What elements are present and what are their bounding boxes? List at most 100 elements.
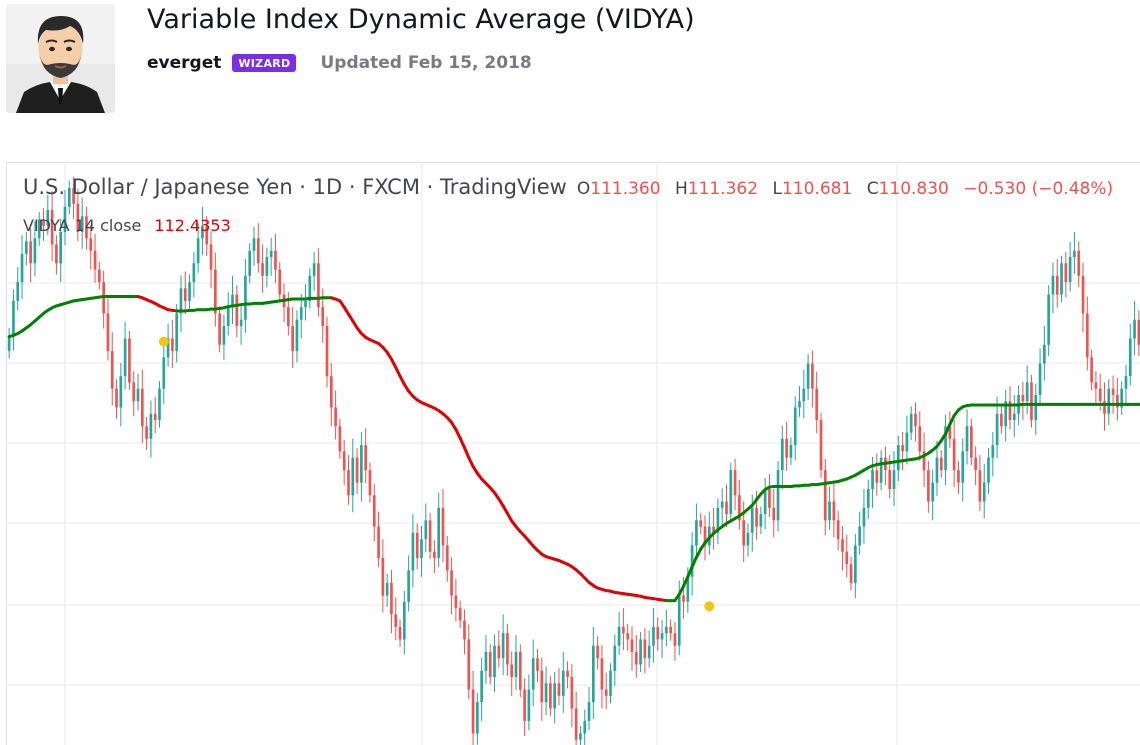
candle-body-8 [42, 219, 45, 226]
price-chart[interactable] [7, 163, 1140, 745]
candle-body-221 [957, 470, 960, 483]
candle-body-150 [652, 626, 655, 646]
author-name[interactable]: everget [147, 53, 222, 73]
candle-body-166 [720, 501, 724, 508]
candle-body-59 [261, 263, 264, 276]
candle-body-123 [536, 658, 539, 671]
candle-body-147 [639, 639, 642, 665]
candle-body-144 [626, 633, 630, 640]
candle-body-178 [772, 507, 776, 521]
vidya-segment-108 [467, 456, 475, 468]
candle-body-19 [89, 238, 93, 251]
candle-body-125 [544, 683, 548, 703]
candle-body-157 [682, 595, 685, 602]
candle-body-202 [875, 470, 879, 483]
candle-body-25 [115, 388, 118, 408]
candle-body-241 [1043, 344, 1046, 364]
candle-body-243 [1051, 275, 1055, 295]
candle-body-112 [488, 651, 492, 678]
candle-body-121 [527, 689, 531, 721]
candle-body-38 [171, 338, 174, 352]
candle-body-149 [647, 645, 651, 659]
candle-body-98 [428, 520, 432, 552]
candle-body-119 [518, 651, 522, 690]
candle-body-69 [304, 300, 307, 308]
candle-body-246 [1064, 263, 1068, 283]
vidya-segment-161 [694, 547, 703, 559]
candle-body-173 [750, 507, 754, 533]
candle-body-237 [1025, 382, 1029, 402]
candle-body-171 [742, 520, 746, 546]
candle-body-245 [1060, 263, 1063, 295]
candle-body-227 [982, 482, 986, 502]
candle-body-16 [76, 203, 80, 232]
candle-body-13 [63, 206, 67, 232]
open-value: 111.360 [590, 179, 661, 199]
candle-body-80 [351, 457, 355, 496]
candle-body-15 [72, 188, 75, 204]
candle-body-47 [209, 244, 213, 270]
candle-body-96 [420, 539, 423, 558]
candle-body-207 [896, 445, 900, 471]
candle-body-250 [1081, 275, 1085, 314]
candle-body-244 [1055, 275, 1059, 295]
candle-body-170 [738, 495, 741, 521]
candle-body-215 [931, 482, 935, 502]
candle-body-27 [123, 338, 127, 377]
candle-body-91 [398, 626, 402, 640]
candle-body-89 [390, 583, 393, 615]
candle-body-37 [166, 338, 170, 358]
candle-body-114 [497, 645, 501, 659]
close-key: C [866, 179, 879, 199]
author-avatar[interactable] [6, 4, 115, 113]
candle-body-113 [493, 645, 496, 678]
candle-body-148 [643, 639, 647, 659]
updated-date: Updated Feb 15, 2018 [320, 53, 532, 73]
candle-body-192 [832, 501, 836, 521]
symbol-description[interactable]: U.S. Dollar / Japanese Yen · 1D · FXCM ·… [23, 175, 567, 199]
candle-body-154 [669, 626, 672, 634]
candle-body-168 [729, 470, 733, 515]
candle-body-68 [299, 307, 303, 320]
candle-body-259 [1120, 388, 1124, 408]
candle-body-93 [407, 570, 410, 602]
candle-body-196 [849, 564, 853, 584]
signal-dot-1 [158, 336, 169, 347]
candle-body-203 [879, 457, 883, 483]
candle-body-40 [179, 288, 183, 314]
vidya-segment-92 [398, 374, 406, 386]
candle-body-34 [153, 413, 157, 421]
low-value: 110.681 [781, 179, 853, 199]
candle-body-219 [948, 426, 952, 439]
candle-body-104 [454, 595, 458, 609]
candle-body-32 [145, 426, 148, 439]
candle-body-184 [798, 401, 801, 408]
candle-body-83 [364, 445, 368, 471]
candle-body-31 [140, 388, 144, 427]
candle-body-51 [226, 307, 230, 326]
candle-body-115 [501, 633, 505, 659]
candle-body-60 [265, 257, 269, 276]
candle-body-253 [1094, 382, 1098, 389]
candle-body-75 [329, 376, 333, 408]
candle-body-234 [1012, 413, 1016, 421]
candle-body-195 [845, 551, 849, 565]
indicator-name[interactable]: VIDYA 14 close [23, 216, 142, 235]
candle-body-205 [888, 470, 892, 489]
candle-body-261 [1128, 338, 1132, 377]
candle-body-49 [218, 313, 221, 345]
chart-panel[interactable]: U.S. Dollar / Japanese Yen · 1D · FXCM ·… [6, 162, 1140, 745]
candle-body-81 [355, 457, 359, 483]
candle-body-134 [583, 720, 587, 734]
candle-body-187 [811, 363, 814, 389]
candle-body-216 [935, 457, 939, 483]
candle-body-137 [596, 645, 599, 659]
vidya-segment-90 [389, 357, 398, 369]
candle-body-53 [235, 294, 239, 326]
candle-body-74 [325, 325, 329, 377]
vidya-segment-106 [458, 436, 466, 450]
candle-body-142 [617, 626, 621, 646]
candle-body-103 [450, 570, 453, 596]
candle-body-105 [458, 608, 462, 621]
candle-body-226 [978, 470, 982, 502]
